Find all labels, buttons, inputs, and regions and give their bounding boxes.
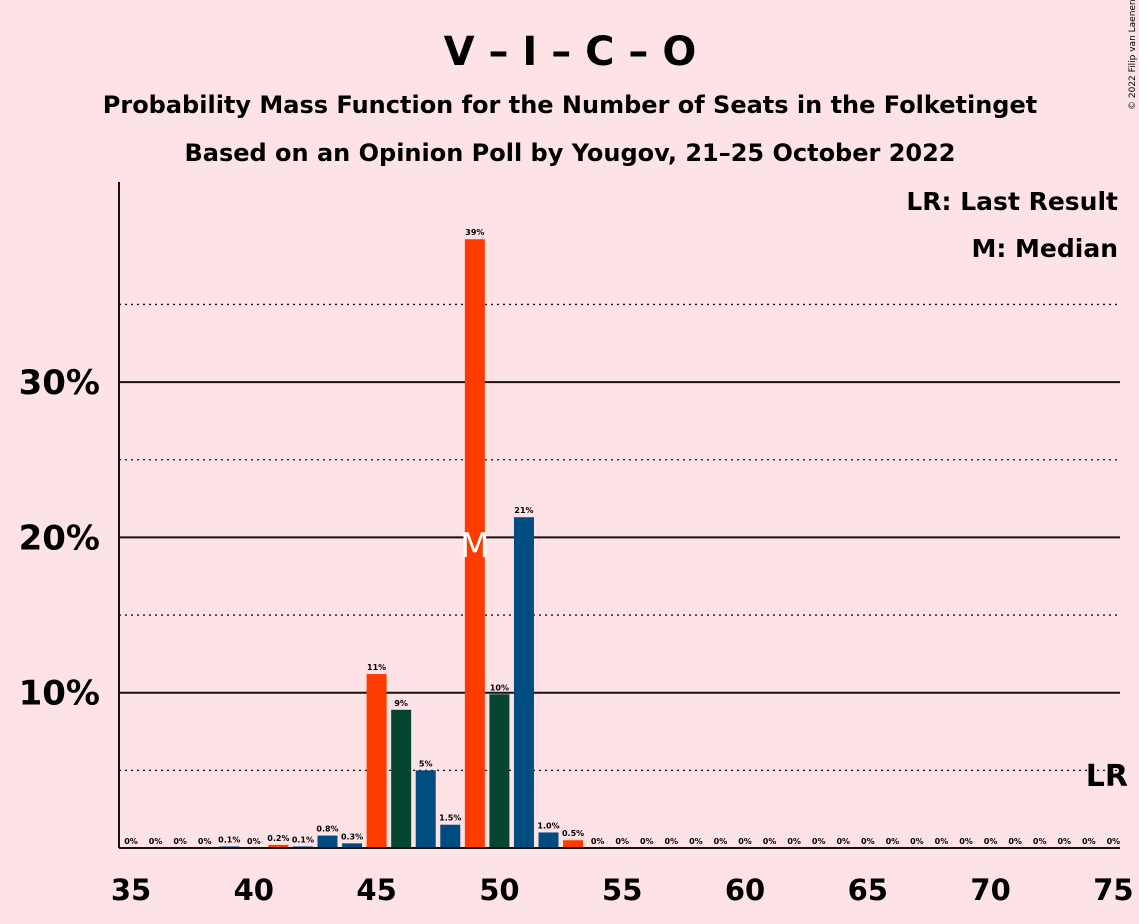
y-tick-label: 10% [19,674,100,714]
bar-label: 10% [490,683,509,692]
bar-label: 0% [689,837,703,846]
bar-label: 9% [394,699,408,708]
bar-label: 0.8% [316,825,338,834]
bar [563,840,584,848]
y-tick-labels: 10% 20% 30% [19,363,100,714]
bar [391,709,412,848]
y-tick-label: 20% [19,518,100,558]
x-tick-label: 60 [725,873,765,907]
bar-label: 0.3% [341,832,363,841]
bar-label: 0% [247,837,261,846]
bar [538,832,559,848]
chart-subtitle-2: Based on an Opinion Poll by Yougov, 21–2… [184,139,955,167]
bar [513,517,534,848]
bar-label: 0% [591,837,605,846]
bar-label: 0% [787,837,801,846]
x-tick-label: 55 [602,873,642,907]
bar-label: 0% [910,837,924,846]
bar-label: 39% [465,228,484,237]
x-tick-label: 40 [234,873,274,907]
bar-labels-group: 0% 0% 0% 0% 0.1% 0% 0.2% 0.1%0.8%0.3%11%9%5%1.5… [124,228,1120,846]
bars-group [219,239,584,848]
bar-label: 0% [959,837,973,846]
x-tick-label: 35 [111,873,151,907]
bar [342,843,363,848]
bar-label: 1.5% [439,814,461,823]
bar-label: 0% [124,837,138,846]
bar-label: 0.2% [267,834,289,843]
bar-label: 0% [935,837,949,846]
bar-label: 5% [419,759,433,768]
bar-label: 0% [1008,837,1022,846]
bar-label: 0% [886,837,900,846]
bar-label: 11% [367,663,386,672]
bar-label: 21% [514,506,533,515]
bar-label: 0% [1033,837,1047,846]
bar-label: 0% [738,837,752,846]
bar-label: 0.1% [218,835,240,844]
y-tick-label: 30% [19,363,100,403]
bar-label: 0% [714,837,728,846]
chart-title: V – I – C – O [444,29,697,75]
x-tick-label: 45 [356,873,396,907]
bar-label: 0% [640,837,654,846]
bar-label: 0% [173,837,187,846]
legend-last-result: LR: Last Result [906,187,1118,216]
bar-label: 0.1% [292,835,314,844]
grid-lines [119,303,1120,771]
bar-label: 1.0% [537,821,559,830]
chart-subtitle-1: Probability Mass Function for the Number… [103,91,1037,119]
median-marker: M [460,526,489,566]
bar-label: 0% [984,837,998,846]
annotations-group: M LR [460,526,1128,794]
bar-label: 0% [665,837,679,846]
legend-median: M: Median [971,234,1118,263]
bar [464,239,485,848]
x-tick-labels: 35 40 45 50 55 60 65 70 75 [111,873,1134,907]
x-tick-label: 75 [1093,873,1133,907]
bar-label: 0% [763,837,777,846]
x-tick-label: 65 [848,873,888,907]
bar [268,844,289,848]
bar-label: 0% [812,837,826,846]
bar-label: 0.5% [562,829,584,838]
bar-label: 0% [615,837,629,846]
bar-label: 0% [836,837,850,846]
bar [440,824,461,848]
bar [415,770,436,848]
x-tick-label: 70 [970,873,1010,907]
bar [317,835,338,848]
copyright-text: © 2022 Filip van Laenen [1128,0,1138,110]
x-tick-label: 50 [479,873,519,907]
bar [489,694,510,848]
bar [366,674,387,848]
bar-label: 0% [1082,837,1096,846]
bar-label: 0% [1057,837,1071,846]
bar-label: 0% [1107,837,1121,846]
bar-label: 0% [198,837,212,846]
bar-label: 0% [861,837,875,846]
last-result-marker: LR [1086,759,1128,794]
bar-label: 0% [149,837,163,846]
